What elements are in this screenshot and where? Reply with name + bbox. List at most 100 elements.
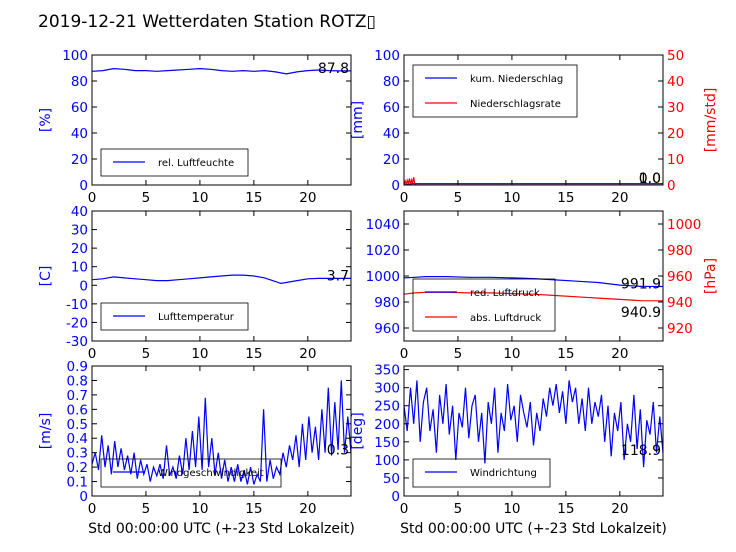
y-tick-label: 20	[383, 152, 400, 168]
y-tick-label: 0.5	[67, 417, 88, 433]
chart-humidity: 0 5 10 15 20 0 20 40 60 80 100 [%] rel. Luftfeuchte 8…	[38, 48, 352, 206]
legend-box	[100, 458, 282, 488]
y-tick-label: 0	[79, 178, 88, 194]
y-tick-label: 60	[71, 100, 88, 116]
series-line-windspeed-0	[92, 380, 351, 485]
legend-label: abs. Luftdruck	[470, 313, 541, 324]
axes-frame	[403, 365, 664, 497]
y-tick-label: 350	[374, 363, 400, 379]
legend-box	[412, 64, 578, 118]
y-tick-label: -20	[66, 315, 88, 331]
y-tick-label: 100	[374, 453, 400, 469]
x-tick-label: 15	[245, 501, 262, 517]
legend-label: kum. Niederschlag	[470, 74, 563, 85]
x-tick-label: 0	[88, 190, 97, 206]
y-tick-label: 100	[62, 48, 88, 64]
legend-label: rel. Luftfeuchte	[158, 158, 234, 169]
y-tick-label: 20	[71, 241, 88, 257]
x-tick-label: 5	[454, 190, 463, 206]
y2-axis-label: [mm/std]	[703, 88, 719, 153]
y-tick-label: 0.9	[67, 359, 88, 375]
legend-label: Windrichtung	[470, 468, 537, 479]
y-tick-label: 0.2	[67, 460, 88, 476]
x-tick-label: 15	[245, 190, 262, 206]
series-line-humidity-0	[92, 67, 351, 75]
x-tick-label: 5	[142, 346, 151, 362]
y2-tick-label: 30	[667, 100, 684, 116]
y-tick-label: 60	[383, 100, 400, 116]
y-axis-label: [m/s]	[38, 413, 54, 450]
x-tick-label: 20	[299, 346, 316, 362]
y2-axis-label: [hPa]	[703, 258, 719, 294]
y-tick-label: 100	[374, 48, 400, 64]
last-value-label: 991.9	[621, 277, 661, 293]
y-tick-label: 20	[71, 152, 88, 168]
x-tick-label: 5	[454, 346, 463, 362]
y-tick-label: 0.4	[67, 431, 88, 447]
x-tick-label: 10	[503, 190, 520, 206]
x-tick-label: 10	[503, 501, 520, 517]
legend-label: red. Luftdruck	[470, 288, 540, 299]
x-tick-label: 0	[88, 501, 97, 517]
x-axis-label: Std 00:00:00 UTC (+-23 Std Lokalzeit)	[88, 521, 355, 537]
y-tick-label: 960	[374, 321, 400, 337]
axes-frame	[91, 54, 352, 186]
y2-tick-label: 960	[667, 269, 693, 285]
y-tick-label: 10	[71, 260, 88, 276]
last-value-label: 0.0	[639, 171, 661, 187]
last-value-label: 940.9	[621, 305, 661, 321]
x-tick-label: 0	[400, 501, 409, 517]
y-tick-label: 0.3	[67, 446, 88, 462]
y-tick-label: 0	[79, 489, 88, 505]
figure-title: 2019-12-21 Wetterdaten Station ROTZ▯	[38, 12, 376, 32]
y-tick-label: 300	[374, 381, 400, 397]
y-tick-label: 0.1	[67, 475, 88, 491]
chart-precip: 0 5 10 15 20 0 20 40 60 80 100 0 10 20 30 40 50 [mm] [mm/s…	[350, 48, 719, 206]
y-axis-label: [C]	[38, 266, 54, 287]
y-tick-label: -10	[66, 297, 88, 313]
y2-tick-label: 1000	[667, 217, 701, 233]
y2-tick-label: 920	[667, 321, 693, 337]
chart-windspeed: 0 5 10 15 2000.10.20.30.40.50.60.70.80.9[m/s…	[38, 359, 355, 537]
legend-label: Lufttemperatur	[158, 312, 235, 323]
y2-tick-label: 20	[667, 126, 684, 142]
x-tick-label: 5	[142, 190, 151, 206]
y-tick-label: 30	[71, 223, 88, 239]
y-tick-label: 0	[79, 278, 88, 294]
y2-tick-label: 10	[667, 152, 684, 168]
x-tick-label: 10	[503, 346, 520, 362]
y-tick-label: 40	[383, 126, 400, 142]
y-tick-label: 150	[374, 435, 400, 451]
y-tick-label: 50	[383, 471, 400, 487]
series-line-pressure-0	[404, 276, 663, 288]
y-tick-label: 980	[374, 295, 400, 311]
x-tick-label: 0	[400, 190, 409, 206]
legend-label: Niederschlagsrate	[470, 99, 561, 110]
y-axis-label: [%]	[38, 108, 54, 132]
x-tick-label: 5	[454, 501, 463, 517]
y-tick-label: 250	[374, 399, 400, 415]
axes-frame	[403, 54, 664, 186]
x-tick-label: 20	[611, 501, 628, 517]
y-tick-label: 40	[71, 126, 88, 142]
y-tick-label: 80	[383, 74, 400, 90]
y-tick-label: -30	[66, 334, 88, 350]
y-tick-label: 80	[71, 74, 88, 90]
x-tick-label: 20	[611, 346, 628, 362]
axes-frame	[91, 210, 352, 342]
series-line-winddir-0	[404, 380, 663, 468]
y-tick-label: 1000	[366, 269, 400, 285]
legend-label: Windgeschwindigkeit	[158, 468, 264, 479]
y-tick-label: 0	[391, 489, 400, 505]
y-tick-label: 0.6	[67, 402, 88, 418]
legend-box	[100, 148, 249, 177]
y-tick-label: 1020	[366, 243, 400, 259]
x-tick-label: 0	[400, 346, 409, 362]
axes-frame	[91, 365, 352, 497]
x-tick-label: 15	[245, 346, 262, 362]
series-line-precip-1	[404, 177, 663, 185]
legend-box	[100, 302, 249, 331]
x-tick-label: 20	[299, 190, 316, 206]
y-axis-label: [deg]	[350, 412, 366, 449]
